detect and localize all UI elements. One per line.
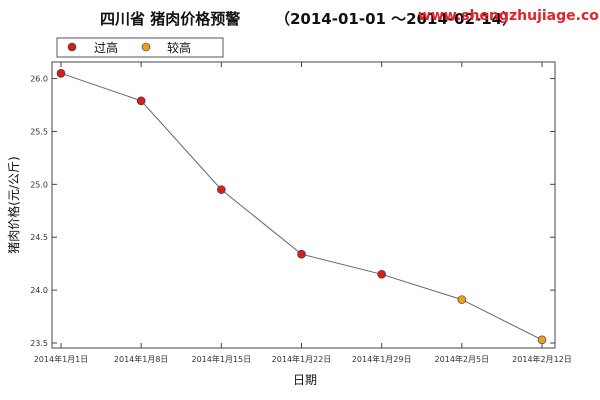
x-tick-label: 2014年1月29日	[352, 354, 412, 364]
x-tick-label: 2014年1月1日	[34, 354, 89, 364]
series-layer	[56, 68, 547, 345]
x-tick-label: 2014年2月5日	[435, 354, 490, 364]
watermark: www.shengzhujiage.com	[418, 8, 600, 24]
x-tick-label: 2014年1月22日	[272, 354, 332, 364]
y-axis-ticks: 23.5 24.0 24.5 25.0 25.5 26.0	[30, 75, 555, 348]
x-tick-label: 2014年2月12日	[512, 354, 572, 364]
data-point	[457, 295, 467, 304]
x-axis-label: 日期	[293, 373, 317, 387]
legend-marker-high	[67, 42, 77, 52]
y-tick-label: 25.0	[30, 180, 48, 189]
x-tick-label: 2014年1月8日	[114, 354, 169, 364]
plot-area	[51, 61, 556, 349]
y-tick-label: 26.0	[30, 75, 48, 84]
legend-label-high: 过高	[94, 40, 118, 55]
x-tick-label: 2014年1月15日	[192, 354, 252, 364]
y-tick-label: 23.5	[30, 339, 48, 348]
y-tick-label: 25.5	[30, 127, 48, 136]
y-tick-label: 24.5	[30, 233, 48, 242]
y-axis-label: 猪肉价格(元/公斤)	[6, 156, 21, 253]
data-point	[56, 68, 66, 78]
x-axis-ticks: 2014年1月1日 2014年1月8日 2014年1月15日 2014年1月22日 20…	[34, 62, 572, 364]
chart-title: 四川省 猪肉价格预警	[100, 10, 240, 28]
legend-marker-elevated	[141, 42, 151, 52]
data-point	[136, 96, 146, 106]
data-point	[377, 269, 386, 279]
data-point	[217, 185, 226, 194]
legend-label-elevated: 较高	[167, 40, 191, 55]
data-point	[297, 249, 306, 259]
data-point	[537, 335, 547, 345]
legend-box	[56, 37, 224, 58]
y-tick-label: 24.0	[30, 286, 48, 295]
chart-title-range: （2014-01-01 ～2014-02-14）	[275, 10, 517, 28]
